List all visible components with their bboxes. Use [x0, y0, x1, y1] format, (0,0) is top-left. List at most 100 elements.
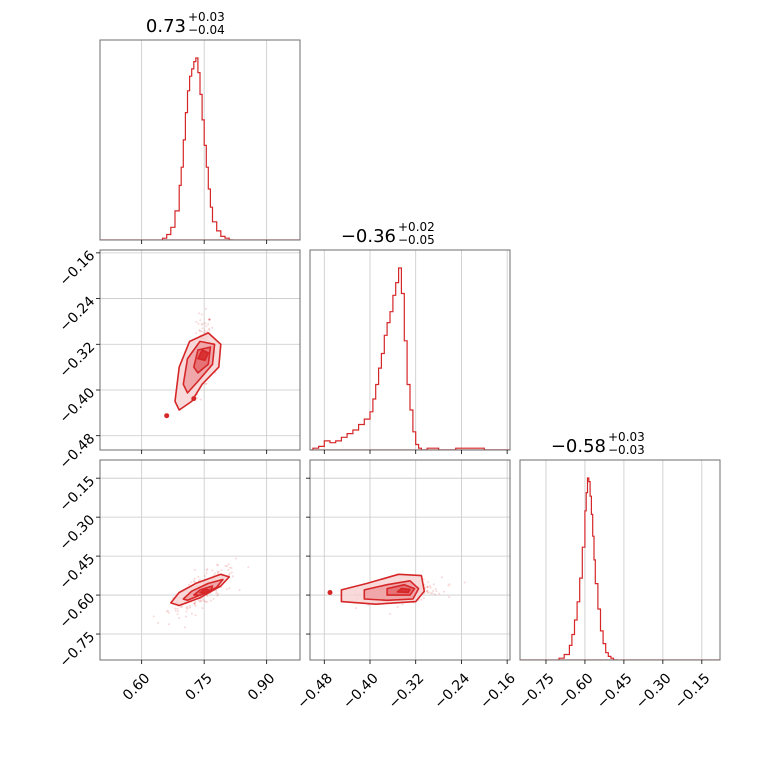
scatter-point: [186, 607, 189, 610]
scatter-point: [447, 584, 450, 587]
scatter-point: [152, 615, 155, 618]
scatter-point: [440, 576, 443, 579]
scatter-point: [199, 578, 201, 581]
scatter-point: [208, 329, 211, 332]
scatter-point: [216, 594, 219, 597]
scatter-point: [432, 589, 434, 592]
scatter-point: [198, 312, 200, 315]
panel-content: [520, 477, 720, 660]
scatter-point: [463, 581, 466, 584]
scatter-point: [427, 581, 430, 584]
panel-content: [310, 267, 510, 450]
scatter-point: [433, 593, 436, 596]
isolated-peak: [164, 413, 170, 419]
scatter-point: [205, 382, 208, 385]
scatter-point: [228, 566, 231, 569]
scatter-point: [185, 610, 188, 613]
panel-content: [152, 557, 250, 629]
scatter-point: [205, 572, 208, 575]
scatter-point: [203, 331, 205, 334]
scatter-point: [208, 318, 211, 321]
title-upper-error: +0.03: [188, 10, 225, 24]
scatter-point: [216, 564, 219, 567]
scatter-point: [190, 612, 193, 615]
scatter-point: [204, 601, 207, 603]
scatter-point: [178, 617, 181, 620]
scatter-point: [231, 575, 234, 578]
panel-1-1: [309, 249, 511, 454]
y-tick-label: −0.24: [57, 293, 99, 335]
scatter-point: [217, 571, 219, 574]
contour-core: [199, 588, 210, 594]
scatter-point: [205, 325, 208, 328]
scatter-point: [196, 396, 199, 399]
scatter-point: [185, 606, 188, 609]
scatter-point: [206, 568, 209, 571]
panel-frame: [309, 249, 511, 451]
scatter-point: [401, 603, 404, 606]
scatter-point: [448, 583, 451, 586]
scatter-point: [208, 318, 211, 321]
scatter-point: [227, 569, 230, 571]
scatter-point: [429, 586, 432, 589]
scatter-point: [226, 565, 229, 568]
scatter-point: [193, 577, 196, 580]
scatter-point: [206, 330, 209, 333]
scatter-point: [209, 599, 212, 602]
scatter-point: [193, 581, 196, 583]
scatter-point: [227, 563, 230, 566]
x-tick-label: −0.75: [516, 670, 558, 712]
scatter-point: [200, 323, 203, 326]
scatter-point: [206, 600, 209, 603]
x-tick-label: 0.75: [183, 670, 216, 703]
x-tick-label: 0.60: [120, 670, 153, 703]
scatter-point: [193, 602, 196, 605]
x-tick-label: −0.48: [294, 670, 336, 712]
scatter-point: [427, 586, 429, 589]
scatter-point: [426, 585, 429, 588]
histogram-step-1: [312, 267, 510, 450]
scatter-point: [434, 587, 437, 590]
scatter-point: [217, 570, 220, 573]
scatter-point: [422, 578, 425, 581]
scatter-point: [194, 614, 197, 617]
scatter-point: [205, 307, 207, 310]
scatter-point: [201, 597, 204, 600]
histogram-step-2: [558, 477, 618, 660]
scatter-point: [426, 591, 429, 594]
scatter-point: [193, 602, 196, 605]
scatter-point: [429, 585, 432, 587]
scatter-point: [167, 611, 170, 614]
panel-content: [164, 307, 222, 419]
scatter-point: [422, 597, 425, 600]
scatter-point: [212, 597, 215, 600]
x-tick-label: −0.40: [340, 670, 382, 712]
scatter-point: [207, 323, 210, 326]
scatter-point: [228, 573, 231, 576]
panel-frame: [519, 459, 721, 661]
scatter-point: [215, 591, 218, 594]
scatter-point: [228, 572, 231, 575]
y-tick-label: −0.45: [57, 551, 99, 593]
scatter-point: [220, 569, 223, 572]
scatter-point: [200, 600, 203, 603]
x-tick-label: −0.60: [555, 670, 597, 712]
scatter-point: [193, 603, 196, 606]
scatter-point: [231, 571, 233, 574]
scatter-point: [225, 588, 228, 591]
scatter-point: [432, 583, 435, 586]
y-tick-label: −0.30: [57, 512, 99, 554]
panel-2-1: [306, 459, 511, 664]
y-tick-label: −0.60: [57, 590, 99, 632]
scatter-point: [199, 398, 202, 401]
panel-title-1: −0.36 +0.02−0.05: [341, 220, 435, 247]
title-lower-error: −0.04: [188, 23, 225, 37]
scatter-point: [172, 596, 174, 599]
scatter-point: [216, 563, 218, 566]
scatter-point: [188, 583, 191, 586]
scatter-point: [235, 557, 238, 560]
scatter-point: [396, 606, 399, 608]
scatter-point: [208, 327, 211, 330]
y-tick-label: −0.15: [57, 473, 99, 515]
